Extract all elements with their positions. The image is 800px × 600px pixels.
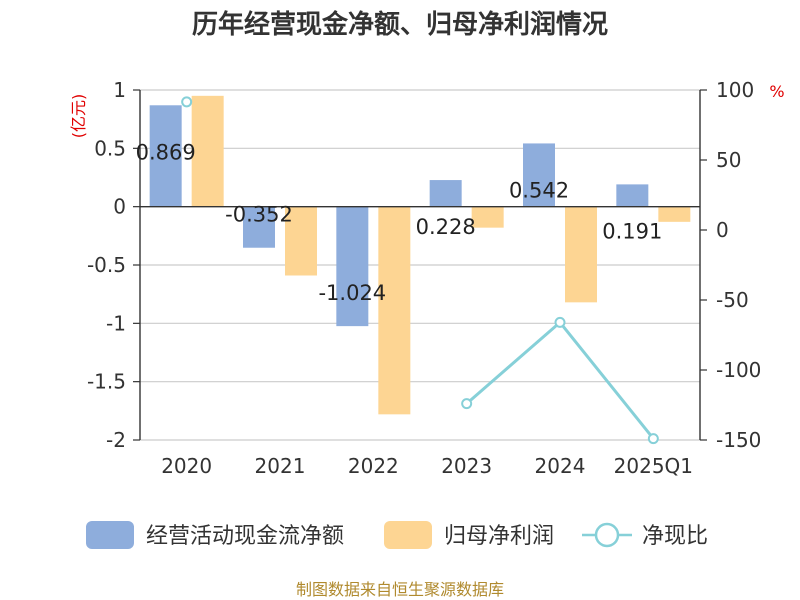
bar-cashflow bbox=[336, 206, 369, 327]
legend-swatch-profit bbox=[384, 521, 432, 549]
x-tick-label: 2024 bbox=[535, 454, 586, 478]
bar-net-profit bbox=[471, 206, 504, 228]
left-tick-label: -1 bbox=[106, 311, 126, 335]
left-axis-ticks: 1 0.5 0 -0.5 -1 -1.5 -2 bbox=[87, 78, 140, 452]
legend-swatch-ratio-marker bbox=[594, 522, 620, 548]
legend-label-ratio: 净现比 bbox=[642, 524, 708, 549]
right-tick-label: -50 bbox=[716, 288, 749, 312]
bar-cashflow bbox=[616, 184, 649, 207]
bar-cashflow bbox=[523, 143, 555, 207]
legend-swatch-cashflow bbox=[86, 521, 134, 549]
source-note: 制图数据来自恒生聚源数据库 bbox=[296, 580, 504, 599]
ratio-line bbox=[181, 96, 659, 445]
data-labels: 0.869 -0.352 -1.024 0.228 0.542 0.191 bbox=[136, 140, 663, 305]
ratio-line-segment bbox=[465, 320, 655, 440]
x-tick-label: 2021 bbox=[255, 454, 306, 478]
right-axis-ticks: 100 50 0 -50 -100 -150 bbox=[700, 78, 761, 452]
chart-title: 历年经营现金净额、归母净利润情况 bbox=[192, 9, 608, 40]
x-axis-ticks: 2020 2021 2022 2023 2024 2025Q1 bbox=[161, 454, 693, 478]
right-tick-label: 0 bbox=[716, 218, 729, 242]
left-tick-label: 1 bbox=[113, 78, 126, 102]
right-tick-label: -150 bbox=[716, 428, 761, 452]
bar-net-profit bbox=[191, 95, 224, 207]
x-tick-label: 2025Q1 bbox=[614, 454, 693, 478]
bar-net-profit bbox=[658, 206, 691, 222]
data-label-cashflow: 0.542 bbox=[509, 178, 569, 202]
right-tick-label: 100 bbox=[716, 78, 754, 102]
ratio-point bbox=[647, 433, 659, 445]
x-tick-label: 2022 bbox=[348, 454, 399, 478]
right-axis-unit: % bbox=[769, 82, 784, 101]
ratio-point bbox=[554, 316, 566, 328]
x-tick-label: 2020 bbox=[161, 454, 212, 478]
bar-cashflow bbox=[243, 206, 275, 248]
data-label-cashflow: 0.228 bbox=[416, 215, 476, 239]
bar-cashflow bbox=[149, 105, 182, 207]
bars bbox=[149, 95, 691, 415]
data-label-cashflow: -1.024 bbox=[318, 281, 386, 305]
left-axis-unit: (亿元) bbox=[69, 94, 88, 139]
ratio-point bbox=[181, 96, 193, 108]
gridlines bbox=[140, 89, 700, 441]
bar-net-profit bbox=[565, 206, 597, 303]
legend: 经营活动现金流净额 归母净利润 净现比 bbox=[86, 521, 708, 549]
left-tick-label: -0.5 bbox=[87, 253, 126, 277]
axes bbox=[139, 90, 701, 440]
bar-cashflow bbox=[429, 180, 462, 207]
data-label-cashflow: 0.869 bbox=[136, 140, 196, 164]
left-tick-label: -2 bbox=[106, 428, 126, 452]
legend-label-profit: 归母净利润 bbox=[444, 524, 554, 549]
right-tick-label: -100 bbox=[716, 358, 761, 382]
right-tick-label: 50 bbox=[716, 148, 741, 172]
bar-net-profit bbox=[285, 206, 317, 276]
ratio-point bbox=[461, 398, 473, 410]
left-tick-label: 0 bbox=[113, 195, 126, 219]
data-label-cashflow: 0.191 bbox=[602, 219, 662, 243]
left-tick-label: -1.5 bbox=[87, 370, 126, 394]
legend-label-cashflow: 经营活动现金流净额 bbox=[146, 524, 344, 549]
x-tick-label: 2023 bbox=[441, 454, 492, 478]
bar-net-profit bbox=[378, 206, 411, 415]
data-label-cashflow: -0.352 bbox=[225, 203, 293, 227]
left-tick-label: 0.5 bbox=[94, 136, 126, 160]
